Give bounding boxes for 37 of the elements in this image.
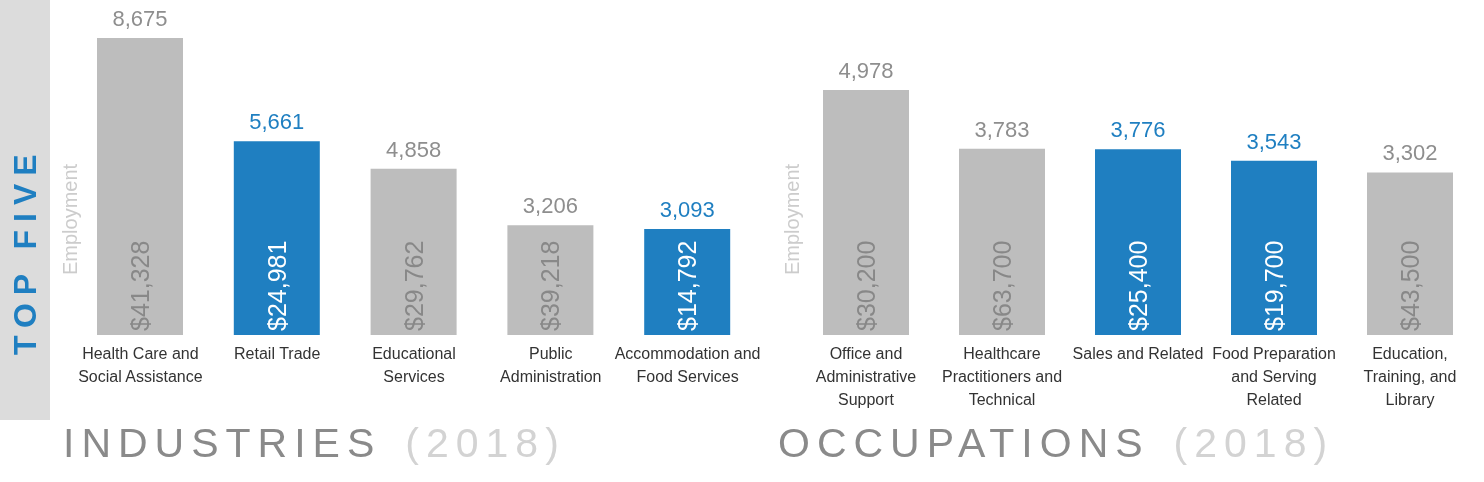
- annotation: $14,792: [673, 240, 702, 331]
- x-tick-label: Sales and Related: [1072, 345, 1204, 362]
- data-label: 3,302: [1382, 140, 1438, 166]
- x-tick-label: Public Administration: [500, 345, 602, 385]
- bar: [644, 229, 731, 335]
- bar: [233, 141, 320, 335]
- x-tick-label: Educational Services: [372, 345, 456, 385]
- bar: [959, 148, 1045, 335]
- x-tick-label: Office and Administrative Support: [815, 345, 917, 408]
- data-label: 3,543: [1246, 128, 1302, 154]
- data-label: 8,675: [112, 6, 168, 31]
- data-label: 3,776: [1110, 117, 1166, 143]
- data-label: 3,206: [522, 193, 578, 219]
- data-label: 4,858: [386, 136, 442, 162]
- x-tick-label: Accommodation and Food Services: [614, 345, 761, 385]
- bar: [97, 38, 183, 335]
- text: OCCUPATIONS: [778, 420, 1150, 466]
- bar: [1231, 160, 1317, 335]
- annotation: $24,981: [262, 240, 291, 331]
- annotation: $25,400: [1124, 240, 1152, 331]
- data-label: 5,661: [249, 109, 305, 135]
- x-tick-label: Education, Training, and Library: [1363, 345, 1457, 408]
- data-label: 4,978: [838, 58, 894, 83]
- data-label: 3,093: [659, 197, 715, 223]
- x-tick-label: Retail Trade: [234, 345, 321, 362]
- x-tick-label: Health Care and Social Assistance: [78, 345, 203, 385]
- bar: [507, 225, 594, 335]
- annotation: $19,700: [1260, 240, 1288, 331]
- text: TOP FIVE: [7, 146, 43, 355]
- bar: [1095, 149, 1181, 335]
- bar: [1367, 172, 1453, 335]
- x-tick-label: Healthcare Practitioners and Technical: [941, 345, 1063, 408]
- bar: [370, 168, 457, 335]
- text: INDUSTRIES: [63, 420, 382, 466]
- data-label: 3,783: [974, 116, 1030, 142]
- bar: [823, 90, 909, 335]
- x-tick-label: Food Preparation and Serving Related: [1212, 345, 1336, 408]
